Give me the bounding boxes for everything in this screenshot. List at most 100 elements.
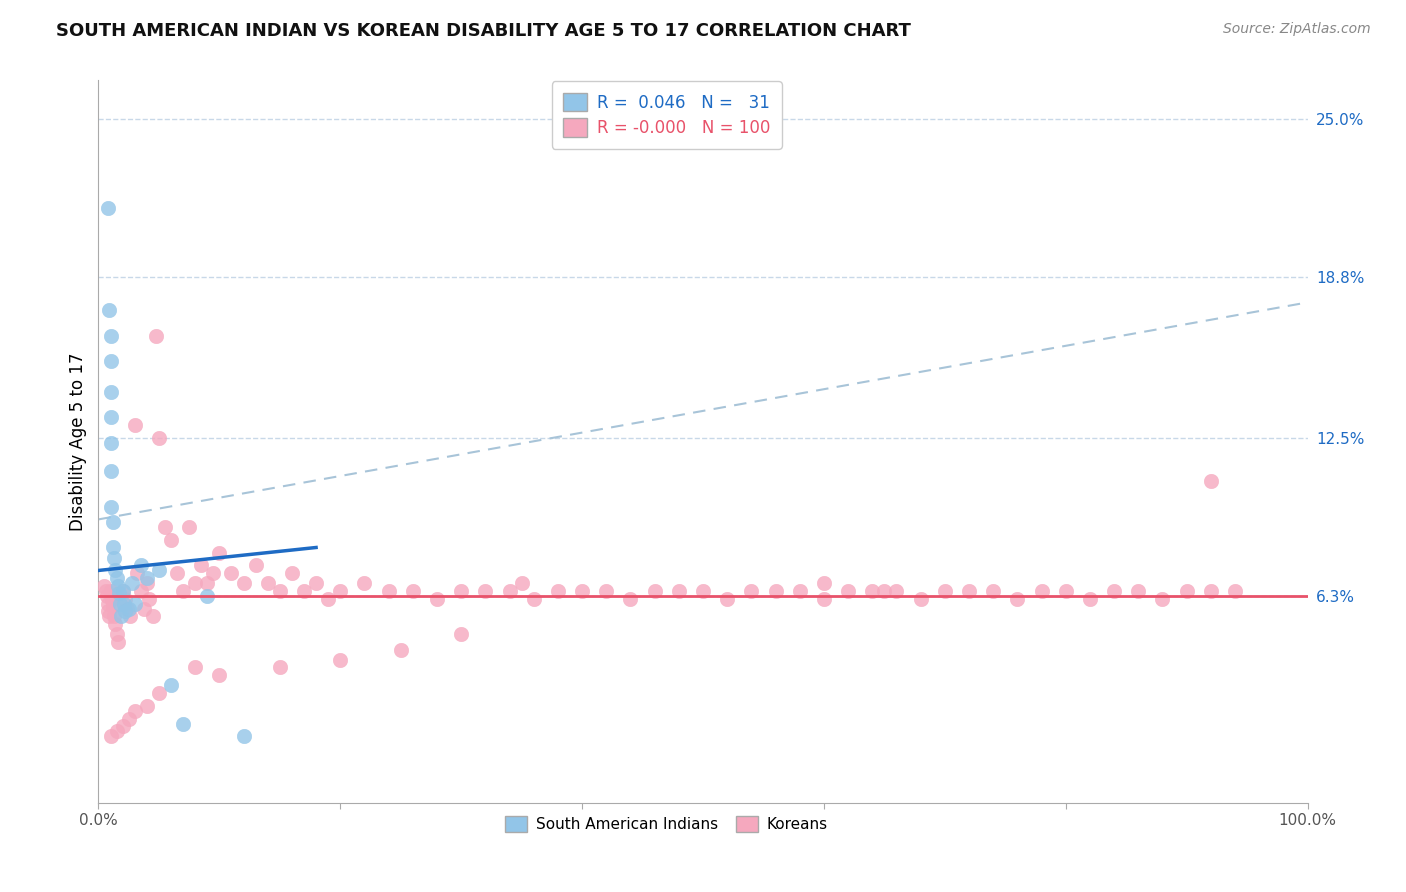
Point (142, 609, 165, 624)
Point (117, 601, 139, 615)
Point (208, 668, 231, 682)
Point (101, 515, 124, 529)
Point (100, 730, 122, 744)
Point (100, 328, 122, 343)
Point (789, 583, 811, 598)
Point (1175, 583, 1198, 598)
Point (118, 609, 141, 624)
Point (269, 583, 291, 598)
Point (860, 583, 883, 598)
Point (118, 712, 141, 726)
Point (329, 583, 352, 598)
Point (135, 571, 157, 585)
Point (166, 566, 188, 580)
Point (111, 583, 134, 598)
Point (148, 564, 170, 578)
Point (94, 583, 117, 598)
Point (100, 591, 122, 606)
Point (740, 583, 762, 598)
Point (100, 435, 122, 450)
Point (118, 601, 141, 615)
Point (202, 566, 225, 580)
Point (96, 589, 118, 603)
Point (619, 591, 641, 606)
Point (160, 678, 183, 692)
Point (873, 583, 896, 598)
Point (377, 583, 399, 598)
Point (97, 604, 120, 618)
Point (195, 589, 218, 603)
Point (981, 583, 1004, 598)
Text: Source: ZipAtlas.com: Source: ZipAtlas.com (1223, 22, 1371, 37)
Point (813, 576, 835, 591)
Point (100, 583, 122, 598)
Point (595, 583, 617, 598)
Point (104, 564, 127, 578)
Point (111, 583, 134, 598)
Point (450, 583, 472, 598)
Point (138, 591, 160, 606)
Point (1152, 591, 1174, 606)
Point (221, 566, 243, 580)
Point (547, 583, 569, 598)
Point (129, 558, 152, 573)
Point (510, 576, 533, 591)
Point (124, 417, 146, 432)
Point (179, 520, 201, 534)
Point (474, 583, 496, 598)
Point (245, 558, 267, 573)
Point (93, 579, 115, 593)
Point (134, 601, 156, 615)
Point (105, 724, 128, 739)
Point (121, 576, 143, 591)
Point (153, 520, 176, 534)
Point (101, 541, 124, 555)
Point (329, 653, 352, 667)
Point (523, 591, 546, 606)
Point (124, 704, 146, 718)
Point (148, 431, 170, 445)
Point (111, 719, 134, 733)
Point (105, 571, 128, 585)
Point (402, 583, 425, 598)
Point (195, 576, 218, 591)
Point (765, 583, 787, 598)
Y-axis label: Disability Age 5 to 17: Disability Age 5 to 17 (69, 352, 87, 531)
Point (135, 576, 157, 591)
Point (571, 583, 593, 598)
Point (1199, 583, 1222, 598)
Point (1078, 591, 1101, 606)
Point (108, 586, 131, 600)
Point (1223, 583, 1246, 598)
Point (1128, 583, 1150, 598)
Point (104, 617, 127, 632)
Point (184, 660, 207, 674)
Point (813, 591, 835, 606)
Point (105, 627, 128, 641)
Point (100, 500, 122, 514)
Point (644, 583, 666, 598)
Point (129, 583, 152, 598)
Point (389, 642, 412, 657)
Point (1054, 583, 1077, 598)
Point (160, 533, 183, 547)
Point (98, 609, 121, 624)
Point (103, 550, 125, 565)
Point (127, 566, 149, 580)
Point (110, 609, 132, 624)
Point (190, 558, 212, 573)
Point (107, 579, 129, 593)
Point (716, 591, 738, 606)
Point (97, 201, 120, 215)
Point (100, 464, 122, 478)
Point (837, 583, 859, 598)
Point (114, 604, 136, 618)
Text: SOUTH AMERICAN INDIAN VS KOREAN DISABILITY AGE 5 TO 17 CORRELATION CHART: SOUTH AMERICAN INDIAN VS KOREAN DISABILI… (56, 22, 911, 40)
Point (256, 576, 278, 591)
Point (135, 698, 157, 713)
Point (108, 597, 131, 611)
Point (1031, 583, 1053, 598)
Point (498, 583, 520, 598)
Point (100, 384, 122, 399)
Point (98, 303, 121, 318)
